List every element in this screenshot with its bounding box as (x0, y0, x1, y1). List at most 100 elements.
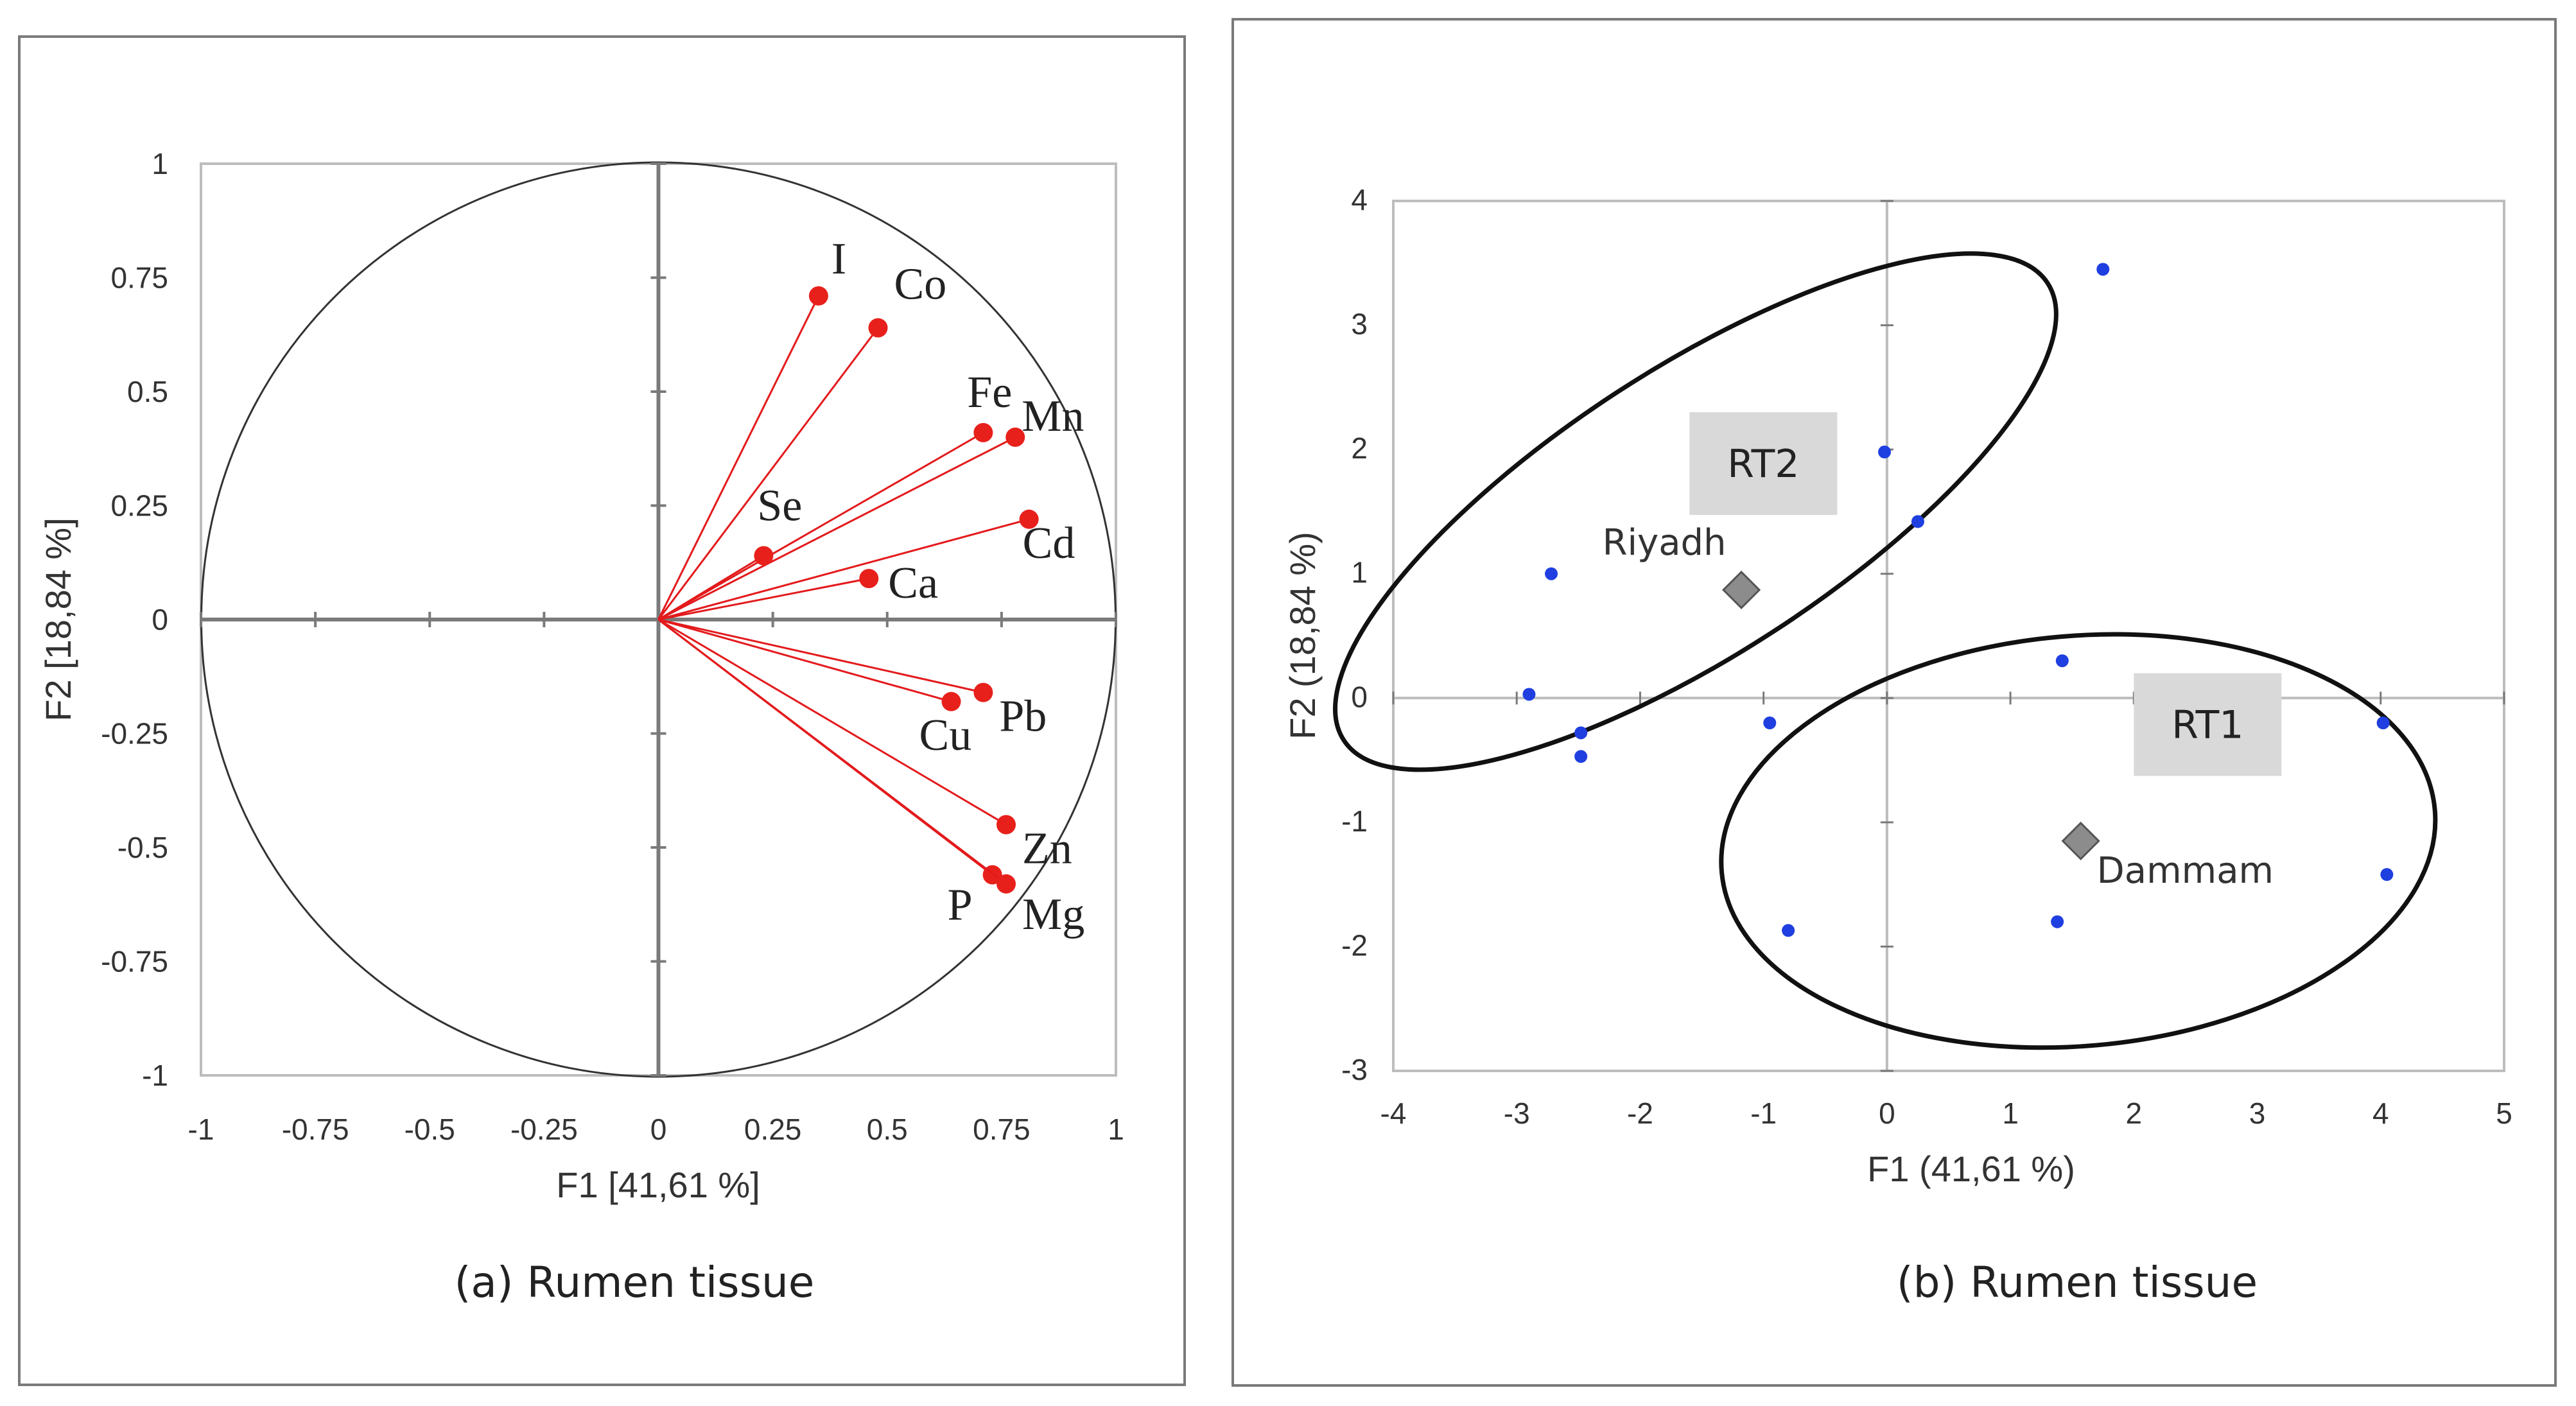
panel-b-x-label: F1 (41,61 %) (1867, 1149, 2075, 1189)
observation-point (2051, 915, 2064, 928)
observation-point (1574, 750, 1588, 763)
vector-label-mg: Mg (1022, 890, 1084, 939)
panel-b-caption: (b) Rumen tissue (1897, 1258, 2258, 1307)
vector-label-p: P (948, 881, 973, 930)
x-tick-label: -0.25 (510, 1113, 578, 1146)
observation-point (2096, 263, 2110, 276)
x-tick-label: 0.75 (973, 1113, 1031, 1146)
x-tick-label: -1 (1750, 1097, 1777, 1130)
vector-line-se (657, 555, 765, 621)
y-tick-label: -1 (142, 1059, 168, 1092)
observation-point (1878, 446, 1892, 459)
y-tick-label: -0.75 (101, 945, 168, 978)
vector-point-zn (996, 815, 1016, 835)
vector-label-ca: Ca (888, 559, 938, 608)
observation-point (1545, 567, 1558, 580)
x-tick-label: -0.5 (405, 1113, 455, 1146)
vector-point-mn (1005, 428, 1025, 447)
centroid-label-dammam: Dammam (2097, 850, 2274, 892)
vector-point-cu (941, 691, 961, 711)
panel-b-ticks: -4 -3 -2 -1 0 1 2 3 4 5 4 3 2 1 0 -1 -2 -3 (1341, 183, 2512, 1130)
vector-label-i: I (831, 234, 846, 284)
vector-label-mn: Mn (1022, 392, 1084, 441)
vector-point-se (754, 546, 774, 566)
vector-line-ca (658, 577, 869, 621)
x-tick-label: 0 (650, 1113, 667, 1146)
observation-point (2376, 716, 2390, 729)
vector-line-mg (657, 618, 1007, 885)
group-label-box-rt1 (2134, 673, 2282, 776)
y-tick-label: -1 (1341, 804, 1368, 838)
vector-label-fe: Fe (967, 368, 1012, 417)
y-tick-label: 0.25 (110, 489, 168, 523)
panel-a-ticks: -1 -0.75 -0.5 -0.25 0 0.25 0.5 0.75 1 1 0.75 0.5 0.2… (101, 147, 1124, 1146)
vector-line-zn (657, 618, 1007, 826)
centroid-marker-riyadh (1721, 570, 1761, 609)
vector-point-cd (1019, 509, 1039, 529)
centroid-marker-dammam (2061, 821, 2100, 861)
centroid-label-riyadh: Riyadh (1603, 522, 1727, 564)
panel-a-caption: (a) Rumen tissue (455, 1258, 815, 1307)
panel-b-frame (1231, 18, 2557, 1387)
observation-point (1763, 716, 1777, 729)
panel-b-groups: RT2 RT1 (1333, 251, 2438, 1050)
panel-a-frame (18, 35, 1186, 1386)
y-tick-label: 0.75 (110, 261, 168, 295)
vector-label-cd: Cd (1023, 519, 1075, 568)
vector-point-pb (973, 682, 993, 702)
vector-label-pb: Pb (999, 692, 1047, 742)
panel-a-vectors: I Co Fe Mn Se Cd Ca Pb Cu Zn P Mg (657, 234, 1084, 939)
vector-label-co: Co (894, 260, 947, 309)
x-tick-label: 0.5 (867, 1113, 908, 1146)
vector-line-pb (658, 618, 984, 694)
y-tick-label: -0.5 (117, 831, 168, 864)
vector-point-fe (973, 422, 993, 442)
panel-b-y-label: F2 (18,84 %) (1282, 532, 1323, 740)
y-tick-label: 1 (152, 147, 168, 180)
x-tick-label: 0 (1879, 1097, 1895, 1130)
x-tick-label: -4 (1380, 1097, 1407, 1130)
y-tick-label: 0.5 (127, 375, 168, 408)
observation-point (1911, 515, 1924, 528)
x-tick-label: -0.75 (282, 1113, 349, 1146)
y-tick-label: -3 (1341, 1053, 1368, 1086)
x-tick-label: 3 (2249, 1097, 2266, 1130)
x-tick-label: 1 (2002, 1097, 2019, 1130)
group-label-rt1: RT1 (2171, 703, 2243, 748)
y-tick-label: 1 (1351, 556, 1368, 589)
vector-line-i (657, 295, 820, 620)
vector-point-mg (996, 874, 1016, 894)
vector-label-cu: Cu (919, 711, 972, 760)
y-tick-label: 3 (1351, 308, 1368, 341)
observation-point (1574, 726, 1588, 740)
panel-a-y-label: F2 [18,84 %] (38, 517, 78, 722)
vector-label-zn: Zn (1022, 824, 1072, 874)
x-tick-label: 0.25 (744, 1113, 802, 1146)
x-tick-label: -2 (1627, 1097, 1653, 1130)
panel-b-centroids: Riyadh Dammam (1603, 522, 2274, 892)
vector-point-co (868, 318, 888, 338)
x-tick-label: 5 (2496, 1097, 2512, 1130)
panel-b-plot-area (1392, 200, 2505, 1072)
vector-point-i (808, 286, 828, 306)
y-tick-label: -0.25 (101, 717, 168, 751)
y-tick-label: 0 (152, 603, 168, 636)
observation-point (2380, 868, 2394, 881)
panel-b-points (1522, 263, 2394, 937)
vector-label-se: Se (757, 482, 802, 531)
x-tick-label: 4 (2372, 1097, 2389, 1130)
x-tick-label: -1 (188, 1113, 214, 1146)
vector-line-cd (658, 518, 1030, 621)
vector-line-mn (657, 436, 1016, 621)
group-label-box-rt2 (1689, 412, 1838, 516)
vector-line-cu (658, 618, 952, 703)
y-tick-label: -2 (1341, 928, 1368, 962)
observation-point (1782, 924, 1795, 937)
x-tick-label: 2 (2126, 1097, 2143, 1130)
group-ellipse-rt1 (1719, 632, 2438, 1050)
y-tick-label: 4 (1351, 183, 1368, 216)
observation-point (2055, 654, 2069, 668)
observation-point (1522, 688, 1536, 701)
panel-b-axes (1393, 201, 2504, 1071)
